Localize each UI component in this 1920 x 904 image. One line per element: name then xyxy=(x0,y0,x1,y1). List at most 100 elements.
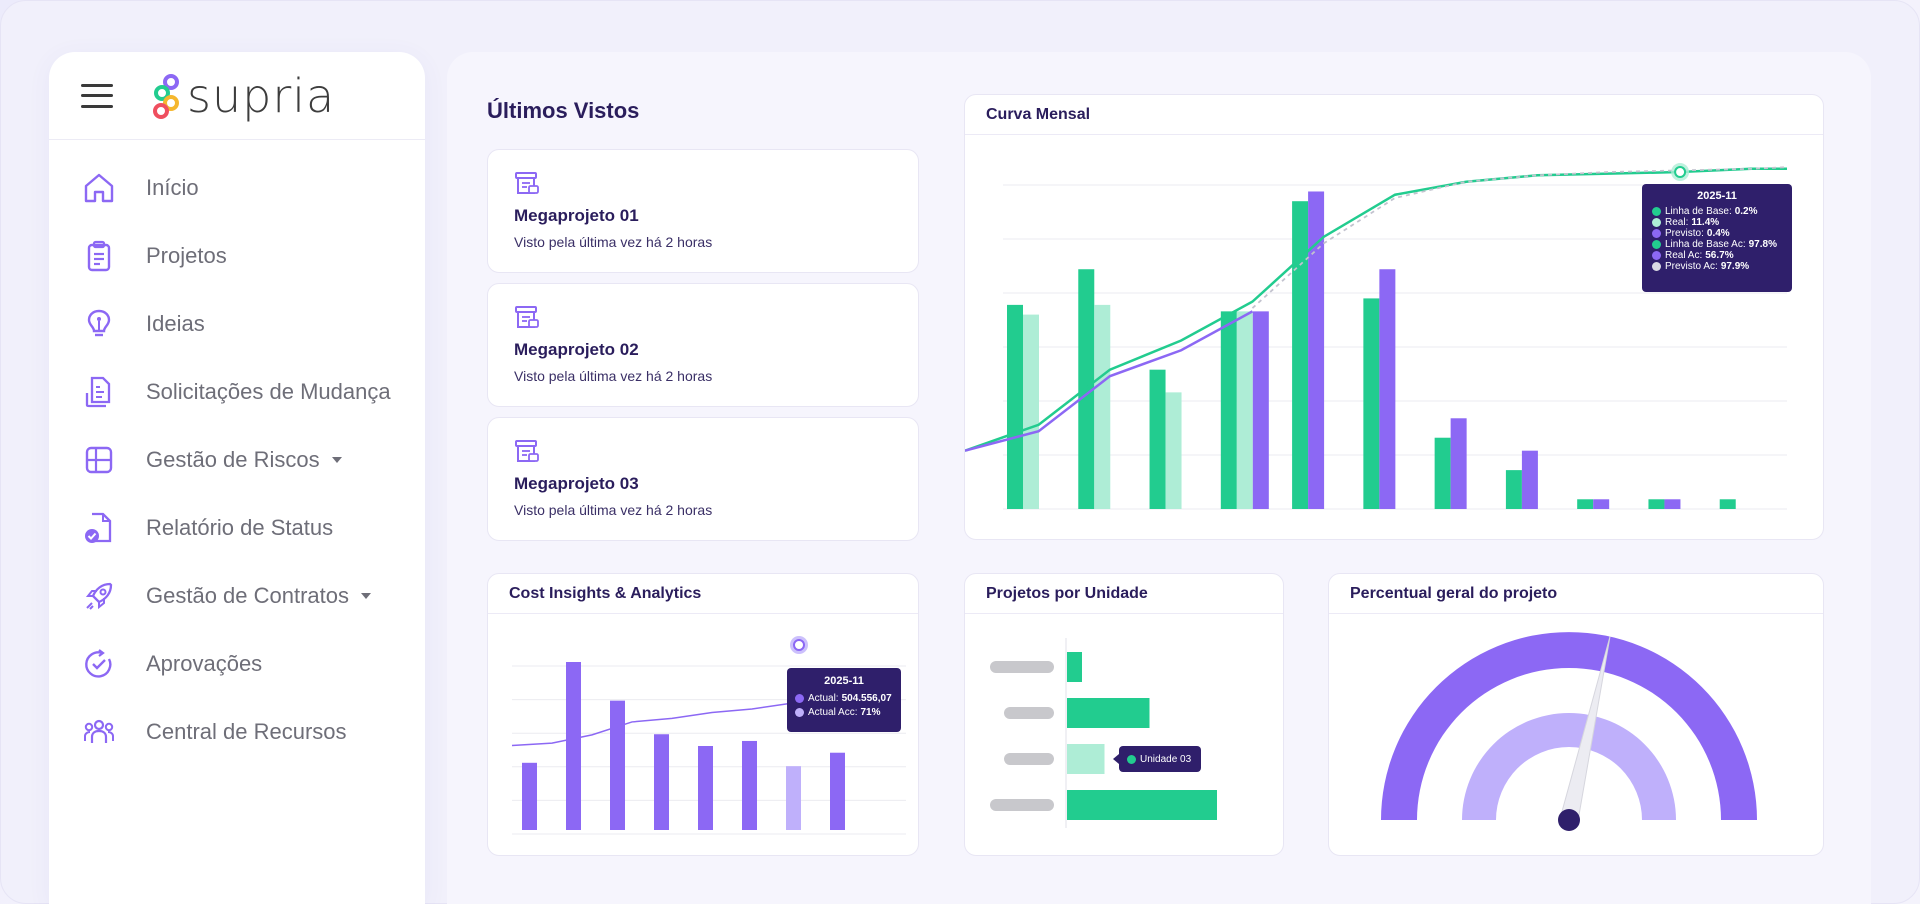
unidade-bar xyxy=(1067,790,1217,820)
recent-project-card[interactable]: Megaprojeto 01 Visto pela última vez há … xyxy=(487,149,919,273)
project-name: Megaprojeto 02 xyxy=(514,340,639,359)
sidebar-item-ideias[interactable]: Ideias xyxy=(49,290,425,358)
project-building-icon xyxy=(514,170,540,201)
sidebar-item-projetos[interactable]: Projetos xyxy=(49,222,425,290)
sidebar-item-label: Solicitações de Mudança xyxy=(146,379,391,404)
cost-insights-card: Cost Insights & Analytics 2025-11 Actual… xyxy=(487,573,919,856)
category-label-placeholder xyxy=(990,661,1054,673)
supria-logo-icon xyxy=(153,73,179,119)
curva-mensal-chart[interactable] xyxy=(965,135,1824,540)
unidade-bar xyxy=(1067,698,1150,728)
bar-previsto xyxy=(1379,269,1396,509)
recent-project-card[interactable]: Megaprojeto 03 Visto pela última vez há … xyxy=(487,417,919,541)
tooltip-value: 97.9% xyxy=(1720,261,1750,272)
gauge-needle-hub xyxy=(1558,809,1580,831)
sidebar-item-label: Gestão de Riscos xyxy=(146,447,320,472)
sidebar-item-label: Relatório de Status xyxy=(146,515,334,540)
sidebar-item-relatorio-status[interactable]: Relatório de Status xyxy=(49,494,425,562)
sidebar-item-central-recursos[interactable]: Central de Recursos xyxy=(49,698,425,766)
legend-dot xyxy=(795,694,804,703)
project-name: Megaprojeto 01 xyxy=(514,206,639,225)
sidebar-nav: Início Projetos Ideias Solicitações de M… xyxy=(49,140,425,766)
percentual-card: Percentual geral do projeto xyxy=(1328,573,1824,856)
tooltip-title: 2025-11 xyxy=(1697,190,1737,202)
cost-bar xyxy=(698,746,713,830)
bar-previsto xyxy=(1664,499,1681,509)
sidebar-item-gestao-riscos[interactable]: Gestão de Riscos xyxy=(49,426,425,494)
cost-insights-chart[interactable] xyxy=(488,614,919,856)
cost-bar xyxy=(522,762,537,830)
cost-bar xyxy=(742,740,757,830)
legend-dot xyxy=(1652,207,1661,216)
tooltip-label: Linha de Base Ac: xyxy=(1665,239,1746,250)
logo[interactable]: supria xyxy=(151,69,335,123)
chevron-down-icon[interactable] xyxy=(361,593,372,599)
bar-linha-de-base xyxy=(1363,298,1380,509)
cost-tooltip: 2025-11 Actual: 504.556,07 Actual Acc: 71% xyxy=(787,668,901,732)
recent-section-title: Últimos Vistos xyxy=(487,98,640,123)
sidebar-header: supria xyxy=(49,52,425,140)
legend-dot xyxy=(795,708,804,717)
tooltip-row: Real: 11.4% xyxy=(1652,217,1782,228)
sidebar-item-label: Aprovações xyxy=(146,651,263,676)
bar-real xyxy=(1094,304,1111,509)
sidebar-item-inicio[interactable]: Início xyxy=(49,154,425,222)
tooltip-value: 504.556,07 xyxy=(841,693,892,704)
unidade-tooltip: Unidade 03 xyxy=(1119,746,1202,772)
project-last-viewed: Visto pela última vez há 2 horas xyxy=(514,234,713,250)
bar-linha-de-base xyxy=(1292,201,1309,509)
tooltip-row: Actual: 504.556,07 xyxy=(795,693,893,704)
chevron-down-icon[interactable] xyxy=(331,457,342,463)
tooltip-label: Previsto: xyxy=(1665,228,1704,239)
curva-mensal-title: Curva Mensal xyxy=(965,95,1823,135)
project-last-viewed: Visto pela última vez há 2 horas xyxy=(514,502,713,518)
tooltip-row: Previsto Ac: 97.9% xyxy=(1652,261,1782,272)
bar-real xyxy=(1236,311,1253,509)
bar-linha-de-base xyxy=(1719,499,1736,509)
bar-real xyxy=(1165,392,1182,509)
tooltip-arrow xyxy=(1113,754,1119,764)
sidebar-item-solicitacoes[interactable]: Solicitações de Mudança xyxy=(49,358,425,426)
tooltip-label: Real: xyxy=(1665,217,1689,228)
sidebar-item-aprovacoes[interactable]: Aprovações xyxy=(49,630,425,698)
percentual-gauge[interactable] xyxy=(1329,614,1824,856)
tooltip-row: Real Ac: 56.7% xyxy=(1652,250,1782,261)
tooltip-value: 0.4% xyxy=(1706,228,1730,239)
bar-previsto xyxy=(1252,311,1269,509)
tooltip-label: Linha de Base: xyxy=(1665,206,1732,217)
tooltip-label: Previsto Ac: xyxy=(1665,261,1718,272)
bar-previsto xyxy=(1521,450,1538,509)
tooltip-row: Actual Acc: 71% xyxy=(795,707,893,718)
bar-linha-de-base xyxy=(1007,304,1023,509)
projetos-unidade-card: Projetos por Unidade Unidade 03 xyxy=(964,573,1284,856)
sidebar-item-label: Gestão de Contratos xyxy=(146,583,350,608)
approval-check-icon xyxy=(82,647,116,681)
unidade-bar xyxy=(1067,652,1082,682)
home-icon xyxy=(82,171,116,205)
rocket-icon xyxy=(82,579,116,613)
menu-icon[interactable] xyxy=(81,83,113,108)
projetos-unidade-chart[interactable] xyxy=(965,614,1284,856)
report-check-icon xyxy=(82,511,116,545)
gauge-inner-arc xyxy=(1462,713,1676,820)
sidebar-item-gestao-contratos[interactable]: Gestão de Contratos xyxy=(49,562,425,630)
bar-linha-de-base xyxy=(1648,499,1665,509)
line-previsto-ac xyxy=(1251,166,1788,309)
cost-bar xyxy=(566,662,581,830)
cost-insights-title: Cost Insights & Analytics xyxy=(488,574,918,614)
tooltip-title: 2025-11 xyxy=(824,675,864,687)
tooltip-rows: Linha de Base: 0.2% Real: 11.4% Previsto: 0… xyxy=(1652,206,1782,272)
sidebar-item-label: Central de Recursos xyxy=(146,719,347,744)
percentual-title: Percentual geral do projeto xyxy=(1329,574,1823,614)
line-real-ac xyxy=(965,310,1254,452)
tooltip-label: Actual: xyxy=(808,693,839,704)
tooltip-label: Unidade 03 xyxy=(1140,753,1192,765)
bar-linha-de-base xyxy=(1220,311,1237,509)
bar-previsto xyxy=(1593,499,1610,509)
recent-project-card[interactable]: Megaprojeto 02 Visto pela última vez há … xyxy=(487,283,919,407)
bar-linha-de-base xyxy=(1505,470,1522,509)
people-icon xyxy=(82,715,116,749)
bar-previsto xyxy=(1308,191,1325,510)
category-label-placeholder xyxy=(990,799,1054,811)
cost-bar xyxy=(654,734,669,830)
